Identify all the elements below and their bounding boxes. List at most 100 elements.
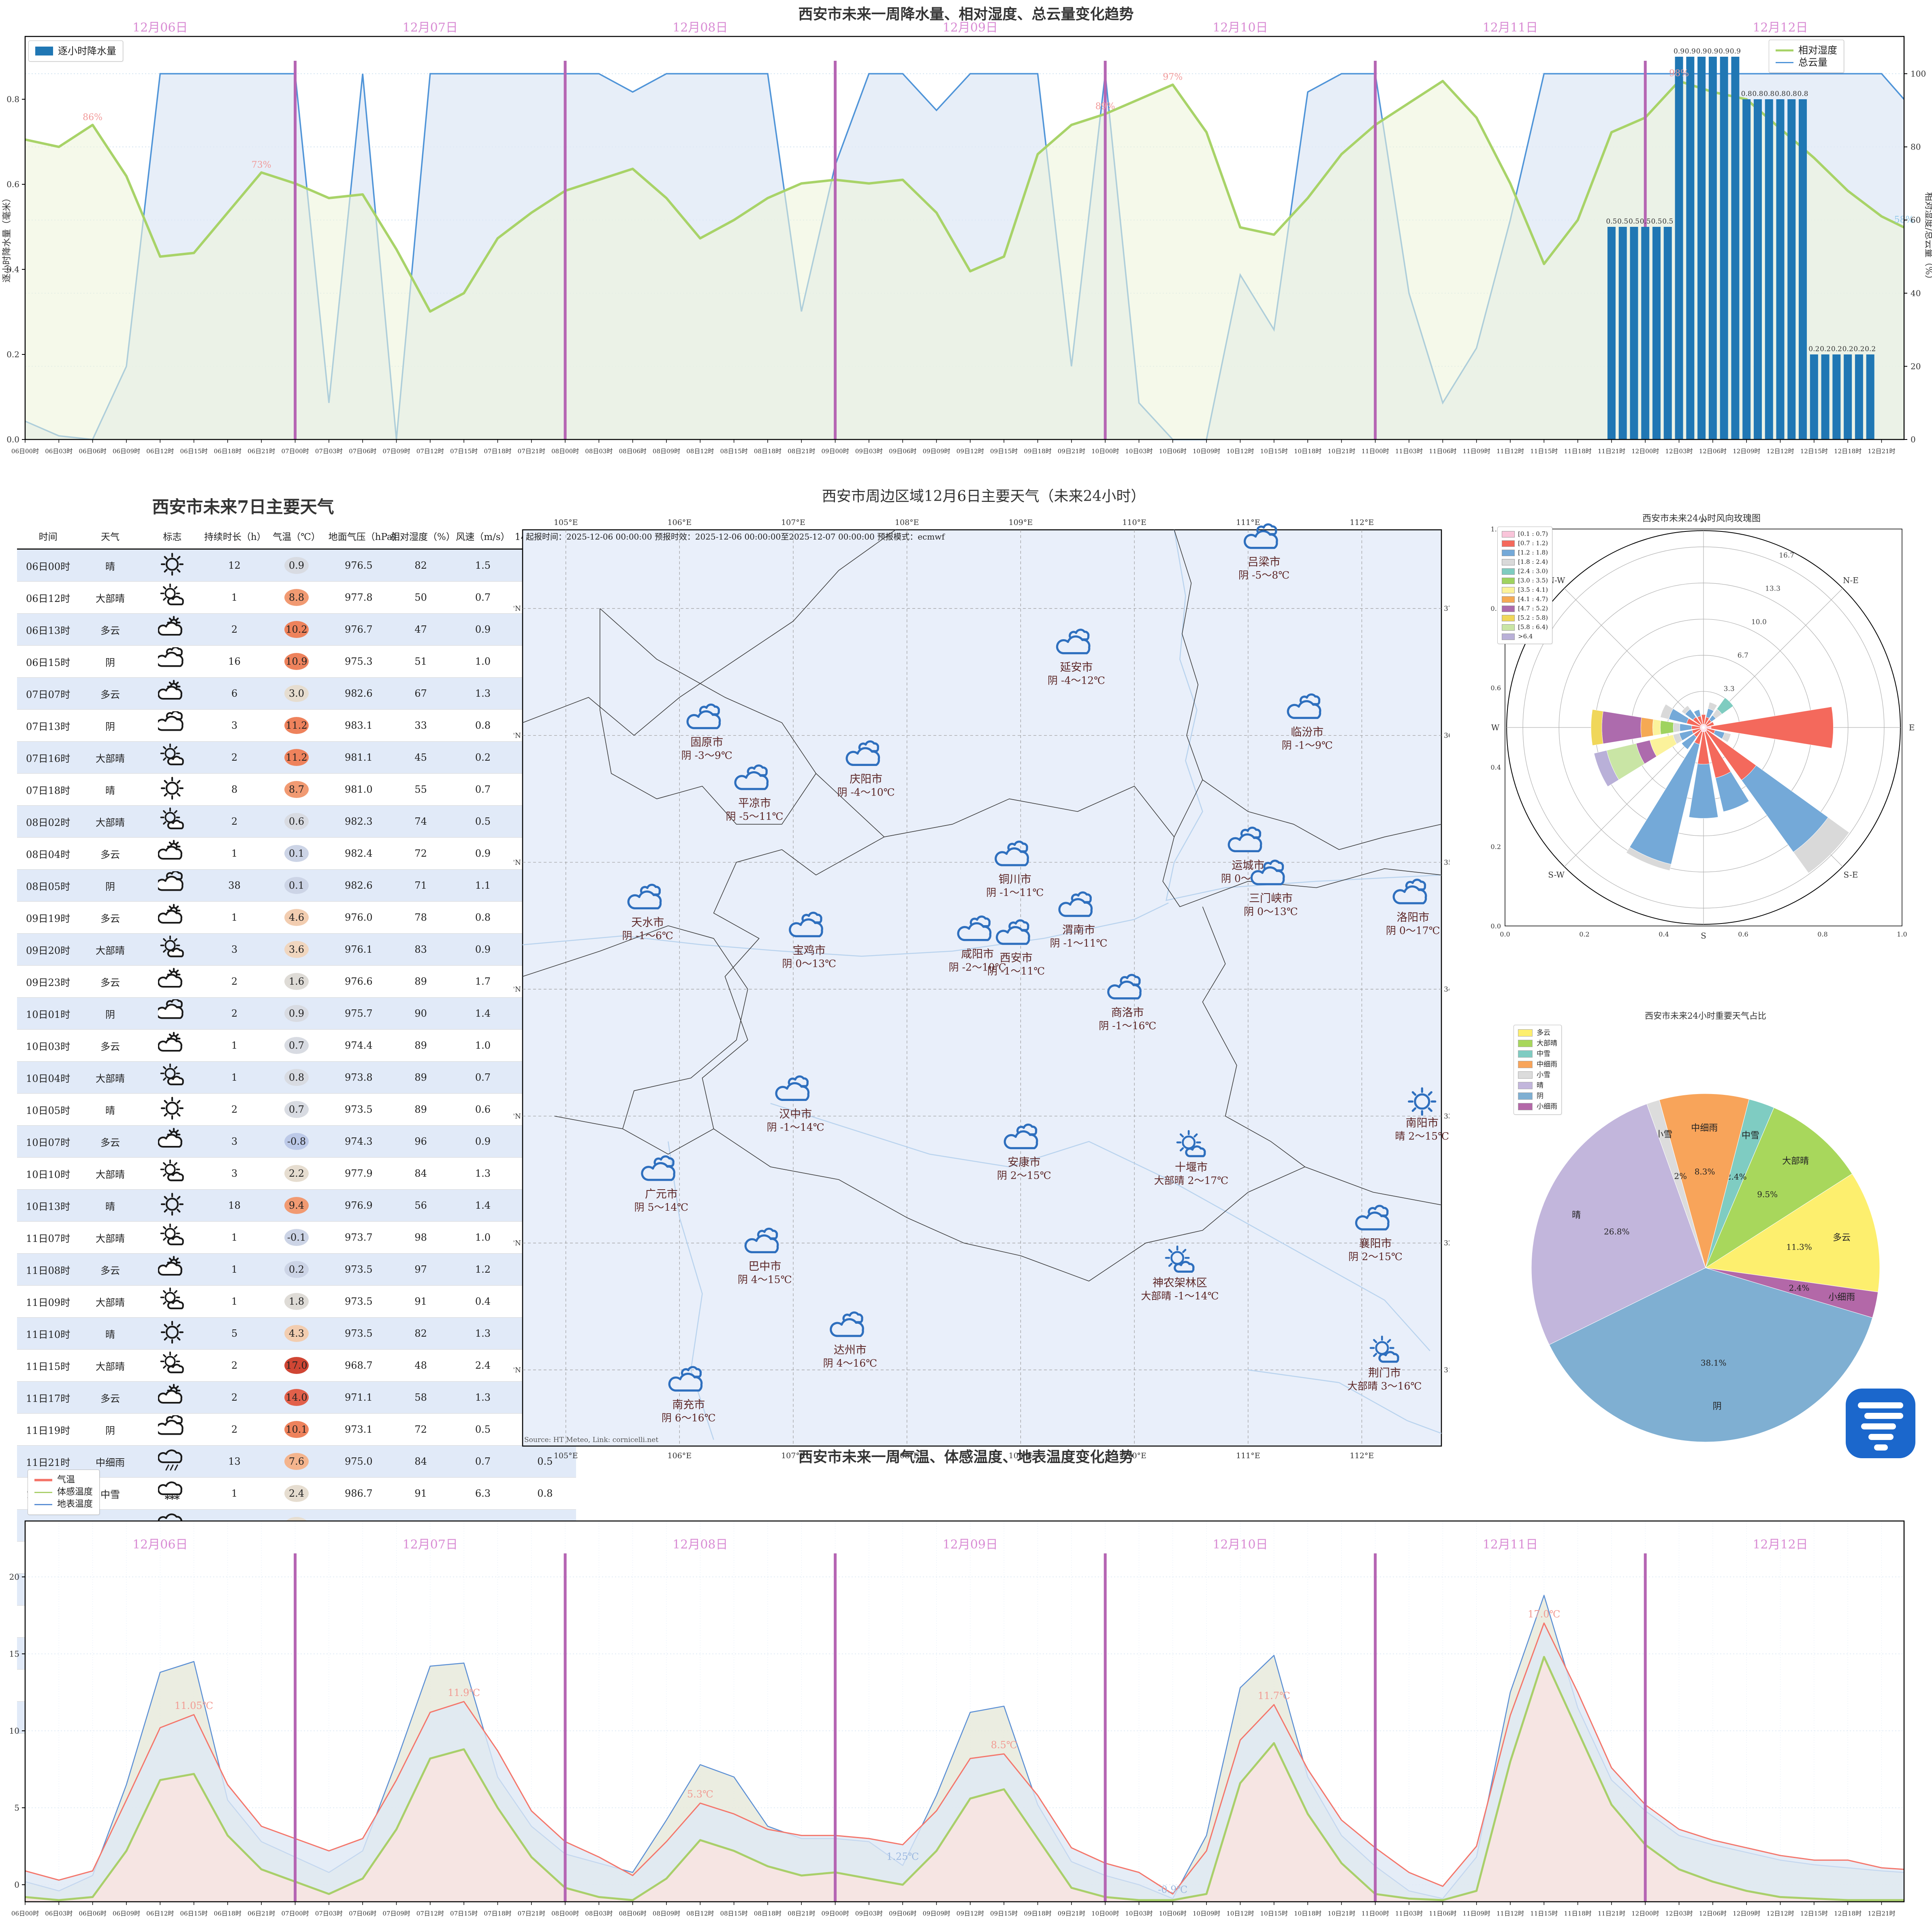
table-cell: 大部晴 (79, 805, 141, 838)
overcast-icon (1355, 1205, 1390, 1231)
table-cell: 多云 (79, 1381, 141, 1414)
mostly-sun-icon (160, 1159, 184, 1182)
svg-text:11.9℃: 11.9℃ (448, 1687, 480, 1698)
svg-text:07日00时: 07日00时 (281, 448, 309, 455)
city-name: 宝鸡市 (793, 944, 826, 957)
table-cell: 973.5 (327, 1285, 390, 1318)
cloudy-icon (158, 904, 183, 924)
col-header-4: 气温（℃） (265, 523, 328, 550)
table-cell: 13 (203, 1445, 266, 1478)
weather-symbol-cell (141, 1253, 203, 1286)
table-cell: 1.0 (452, 645, 514, 678)
svg-text:111°E: 111°E (1236, 518, 1260, 527)
svg-text:20: 20 (1911, 361, 1921, 371)
table-cell: 多云 (79, 901, 141, 934)
svg-text:09日06时: 09日06时 (889, 1910, 916, 1917)
table-cell: 晴 (79, 549, 141, 582)
table-cell: 971.1 (327, 1381, 390, 1414)
svg-text:110°E: 110°E (1122, 1451, 1146, 1460)
table-cell: 0.7 (452, 1445, 514, 1478)
table-cell: 986.7 (327, 1477, 390, 1510)
windrose-petal (1711, 706, 1834, 749)
city-weather: 大部晴 -1～14℃ (1141, 1290, 1219, 1302)
pie-legend-item: 中雪 (1518, 1049, 1557, 1059)
svg-text:36°N: 36°N (1444, 732, 1450, 740)
airtemp-line-swatch (34, 1479, 52, 1481)
weather-symbol-cell (141, 1125, 203, 1158)
table-cell: 78 (389, 901, 452, 934)
table-cell: 1 (203, 1253, 266, 1286)
table-cell: 1 (203, 1285, 266, 1318)
svg-text:10日21时: 10日21时 (1328, 448, 1355, 455)
svg-text:10: 10 (9, 1726, 19, 1736)
windrose-petal (1708, 702, 1718, 711)
table-cell: 0.7 (452, 581, 514, 614)
table-cell: 89 (389, 1029, 452, 1062)
svg-text:08日18时: 08日18时 (754, 448, 781, 455)
table-cell: 10日01时 (17, 997, 79, 1030)
svg-text:11日09时: 11日09时 (1463, 1910, 1490, 1917)
temperature-cell: 10.2 (265, 613, 328, 646)
precip-bar (1686, 57, 1695, 439)
table-cell: 973.5 (327, 1317, 390, 1350)
svg-text:06日00时: 06日00时 (11, 1910, 39, 1917)
city-weather: 阴 -4～10℃ (837, 786, 895, 798)
svg-text:37°N: 37°N (1444, 605, 1450, 613)
temperature-cell: 2.2 (265, 1157, 328, 1190)
svg-text:11日12时: 11日12时 (1496, 1910, 1524, 1917)
svg-text:11日15时: 11日15时 (1530, 448, 1558, 455)
svg-text:12月09日: 12月09日 (943, 1538, 998, 1552)
city-weather: 阴 2～15℃ (997, 1170, 1051, 1182)
svg-text:40: 40 (1911, 288, 1921, 298)
svg-text:07日21时: 07日21时 (518, 1910, 545, 1917)
svg-text:12月10日: 12月10日 (1213, 1538, 1268, 1552)
svg-text:08日18时: 08日18时 (754, 1910, 781, 1917)
windrose-petal (1660, 720, 1674, 735)
table-cell: 51 (389, 645, 452, 678)
table-cell: 8 (203, 773, 266, 806)
svg-text:112°E: 112°E (1350, 518, 1374, 527)
table-cell: 08日04时 (17, 837, 79, 870)
windrose-petal (1793, 817, 1850, 874)
precip-bar (1697, 57, 1706, 439)
svg-text:10日21时: 10日21时 (1328, 1910, 1355, 1917)
precip-bar (1630, 227, 1638, 439)
svg-text:33°N: 33°N (514, 1112, 521, 1120)
temperature-cell: 10.9 (265, 645, 328, 678)
weather-symbol-cell (141, 1445, 203, 1478)
svg-text:12日00时: 12日00时 (1631, 448, 1659, 455)
temperature-cell: 4.3 (265, 1317, 328, 1350)
svg-text:8.3%: 8.3% (1695, 1167, 1715, 1177)
city-name: 三门峡市 (1249, 892, 1293, 905)
windrose-legend-item: [0.7 : 1.2) (1502, 539, 1548, 548)
weather-symbol-cell (141, 1061, 203, 1094)
svg-text:07日12时: 07日12时 (416, 1910, 444, 1917)
svg-text:12日03时: 12日03时 (1665, 448, 1693, 455)
bottom-chart-title: 西安市未来一周气温、体感温度、地表温度变化趋势 (798, 1448, 1134, 1465)
windrose-legend-item: [4.7 : 5.2) (1502, 604, 1548, 613)
svg-text:0.4: 0.4 (1659, 930, 1669, 938)
svg-text:W: W (1491, 723, 1500, 732)
svg-text:0.2: 0.2 (1842, 345, 1853, 353)
table-cell: 90 (389, 997, 452, 1030)
pie-slice (1659, 1093, 1750, 1269)
table-cell: 89 (389, 1061, 452, 1094)
precip-legend-label: 逐小时降水量 (58, 45, 116, 57)
pie-legend-item: 阴 (1518, 1091, 1557, 1101)
windrose-petal (1693, 709, 1701, 718)
svg-text:12月11日: 12月11日 (1483, 21, 1538, 35)
city-name: 神农架林区 (1153, 1277, 1207, 1289)
temperature-cell: 17.0 (265, 1349, 328, 1382)
windrose-title: 西安市未来24小时风向玫瑰图 (1642, 514, 1761, 524)
table-cell: 1.3 (452, 1381, 514, 1414)
svg-text:07日12时: 07日12时 (416, 448, 444, 455)
pie-legend-item: 大部晴 (1518, 1038, 1557, 1049)
svg-text:0.8: 0.8 (1775, 90, 1786, 98)
